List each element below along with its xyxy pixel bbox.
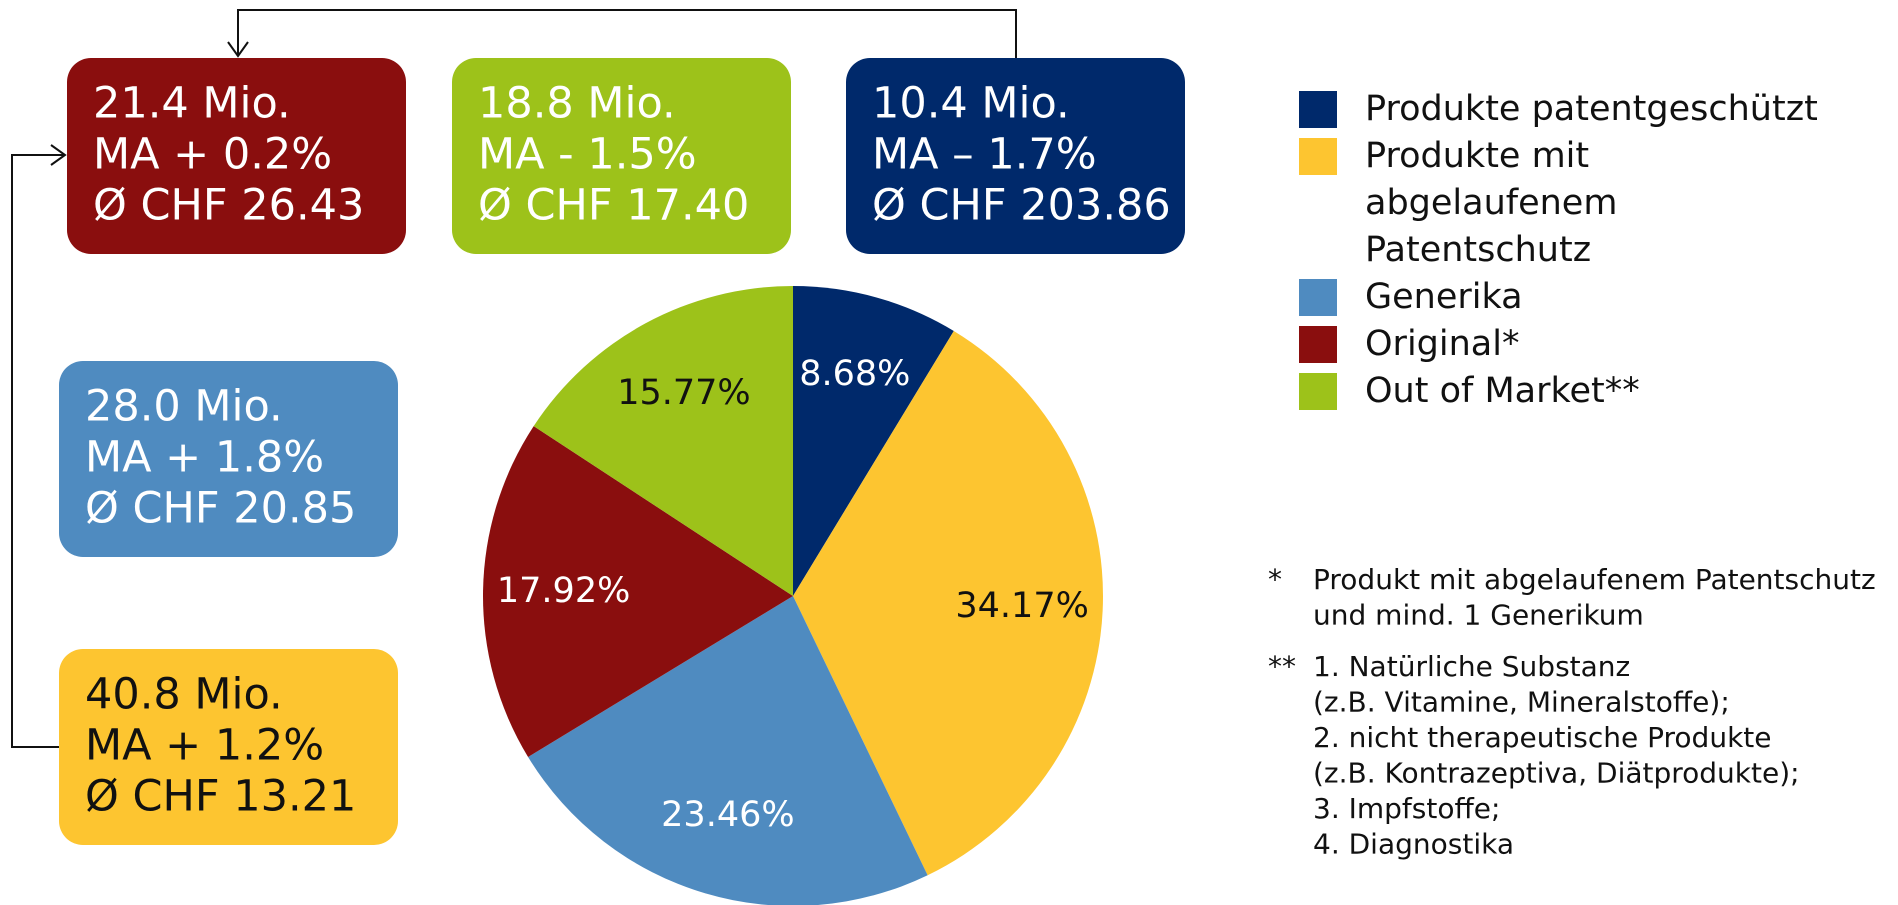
box-text: 10.4 Mio. xyxy=(872,79,1070,129)
box-text: Ø CHF 20.85 xyxy=(85,484,356,534)
legend-item: Produkte mit abgelaufenem Patentschutz xyxy=(1299,133,1859,274)
legend-label: Produkte mit abgelaufenem Patentschutz xyxy=(1365,136,1618,270)
legend-item: Generika xyxy=(1299,274,1859,321)
box-text: Ø CHF 13.21 xyxy=(85,772,356,822)
box-text: 28.0 Mio. xyxy=(85,382,283,432)
legend: Produkte patentgeschützt Produkte mit abg… xyxy=(1299,86,1859,415)
legend-label: Produkte patentgeschützt xyxy=(1365,89,1818,129)
footnote-text: (z.B. Kontrazeptiva, Diätprodukte); xyxy=(1313,757,1800,790)
slice-label: 8.68% xyxy=(799,354,910,394)
legend-swatch xyxy=(1299,326,1337,363)
info-box xyxy=(59,649,398,845)
footnote-text: und mind. 1 Generikum xyxy=(1313,599,1644,632)
legend-item: Out of Market** xyxy=(1299,368,1859,415)
footnote-text: 2. nicht therapeutische Produkte xyxy=(1313,721,1772,754)
legend-swatch xyxy=(1299,91,1337,128)
pie-slice xyxy=(793,286,954,596)
slice-label: 23.46% xyxy=(661,795,794,835)
box-text: 18.8 Mio. xyxy=(478,79,676,129)
info-box xyxy=(67,58,406,254)
pie-slice xyxy=(793,330,1103,876)
box-text: MA - 1.5% xyxy=(478,130,697,180)
box-text: Ø CHF 26.43 xyxy=(93,181,364,231)
box-text: 21.4 Mio. xyxy=(93,79,291,129)
slice-label: 15.77% xyxy=(617,373,750,413)
pie-slice xyxy=(533,286,793,596)
slice-label: 17.92% xyxy=(497,571,630,611)
footnote-text: Produkt mit abgelaufenem Patentschutz xyxy=(1313,563,1876,596)
box-text: MA + 1.8% xyxy=(85,433,324,483)
connectors xyxy=(11,9,1017,748)
legend-label: Out of Market** xyxy=(1365,371,1640,411)
info-box xyxy=(846,58,1185,254)
footnote-text: (z.B. Vitamine, Mineralstoffe); xyxy=(1313,686,1730,719)
legend-item: Produkte patentgeschützt xyxy=(1299,86,1859,133)
box-text: Ø CHF 17.40 xyxy=(478,181,749,231)
info-box xyxy=(452,58,791,254)
connector-top xyxy=(237,9,1017,58)
arrow-head xyxy=(227,41,249,58)
box-text: MA + 1.2% xyxy=(85,721,324,771)
footnote-text: 4. Diagnostika xyxy=(1313,828,1514,861)
connector-left xyxy=(11,154,65,748)
footnote-mark: * xyxy=(1268,563,1282,596)
box-text: 40.8 Mio. xyxy=(85,670,283,720)
slice-label: 34.17% xyxy=(955,586,1088,626)
info-box xyxy=(59,361,398,557)
arrow-head xyxy=(50,144,67,166)
legend-item: Original* xyxy=(1299,321,1859,368)
box-text: MA + 0.2% xyxy=(93,130,332,180)
legend-label: Original* xyxy=(1365,324,1520,364)
legend-swatch xyxy=(1299,373,1337,410)
footnote-text: 3. Impfstoffe; xyxy=(1313,792,1500,825)
box-text: MA – 1.7% xyxy=(872,130,1097,180)
box-text: Ø CHF 203.86 xyxy=(872,181,1171,231)
legend-swatch xyxy=(1299,138,1337,175)
pie-slice xyxy=(528,596,928,905)
footnote-mark: ** xyxy=(1268,650,1296,683)
footnote-text: 1. Natürliche Substanz xyxy=(1313,650,1630,683)
legend-label: Generika xyxy=(1365,277,1523,317)
legend-swatch xyxy=(1299,279,1337,316)
pie-slice xyxy=(483,426,793,757)
